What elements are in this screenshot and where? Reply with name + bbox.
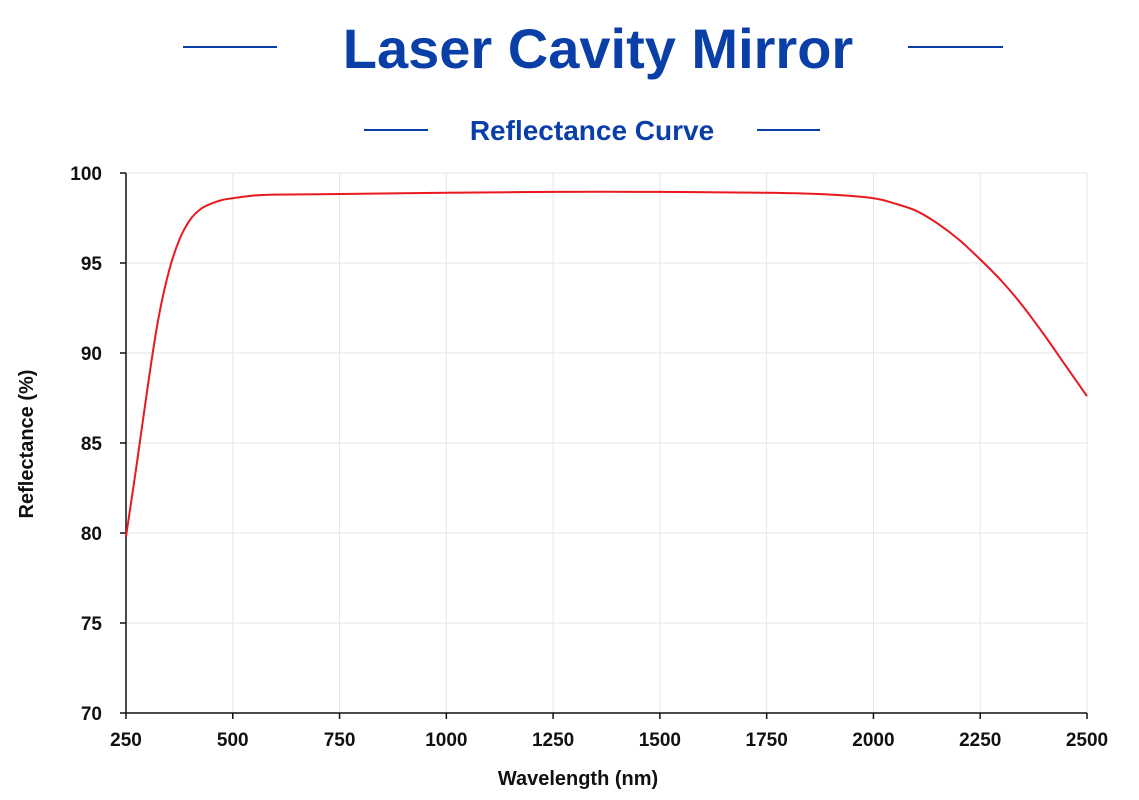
- y-tick-label: 85: [81, 434, 103, 455]
- chart-title: Laser Cavity Mirror: [343, 17, 853, 80]
- x-tick-label: 500: [217, 730, 249, 751]
- x-tick-label: 250: [110, 730, 142, 751]
- x-tick-label: 1000: [425, 730, 467, 751]
- reflectance-series-line: [125, 190, 1088, 537]
- x-tick-labels: 250 500 750 1000 1250 1500 1750 2000 2250 2500: [110, 730, 1108, 751]
- x-tick-label: 1250: [532, 730, 574, 751]
- chart-subtitle: Reflectance Curve: [470, 115, 714, 146]
- x-tick-label: 750: [324, 730, 356, 751]
- y-tick-label: 100: [70, 164, 102, 185]
- y-tick-label: 95: [81, 254, 103, 275]
- axes: [120, 172, 1088, 719]
- y-tick-label: 75: [81, 614, 103, 635]
- series-layer: [125, 190, 1088, 537]
- y-axis-label: Reflectance (%): [16, 370, 38, 519]
- x-tick-label: 1500: [639, 730, 681, 751]
- x-tick-label: 1750: [746, 730, 788, 751]
- x-tick-label: 2250: [959, 730, 1001, 751]
- y-tick-labels: 70 75 80 85 90 95 100: [70, 164, 102, 725]
- x-tick-label: 2500: [1066, 730, 1108, 751]
- y-tick-label: 80: [81, 524, 102, 545]
- x-axis-label: Wavelength (nm): [498, 768, 658, 790]
- y-tick-label: 90: [81, 344, 102, 365]
- grid-lines: [126, 172, 1088, 713]
- y-tick-label: 70: [81, 704, 102, 725]
- x-tick-label: 2000: [852, 730, 894, 751]
